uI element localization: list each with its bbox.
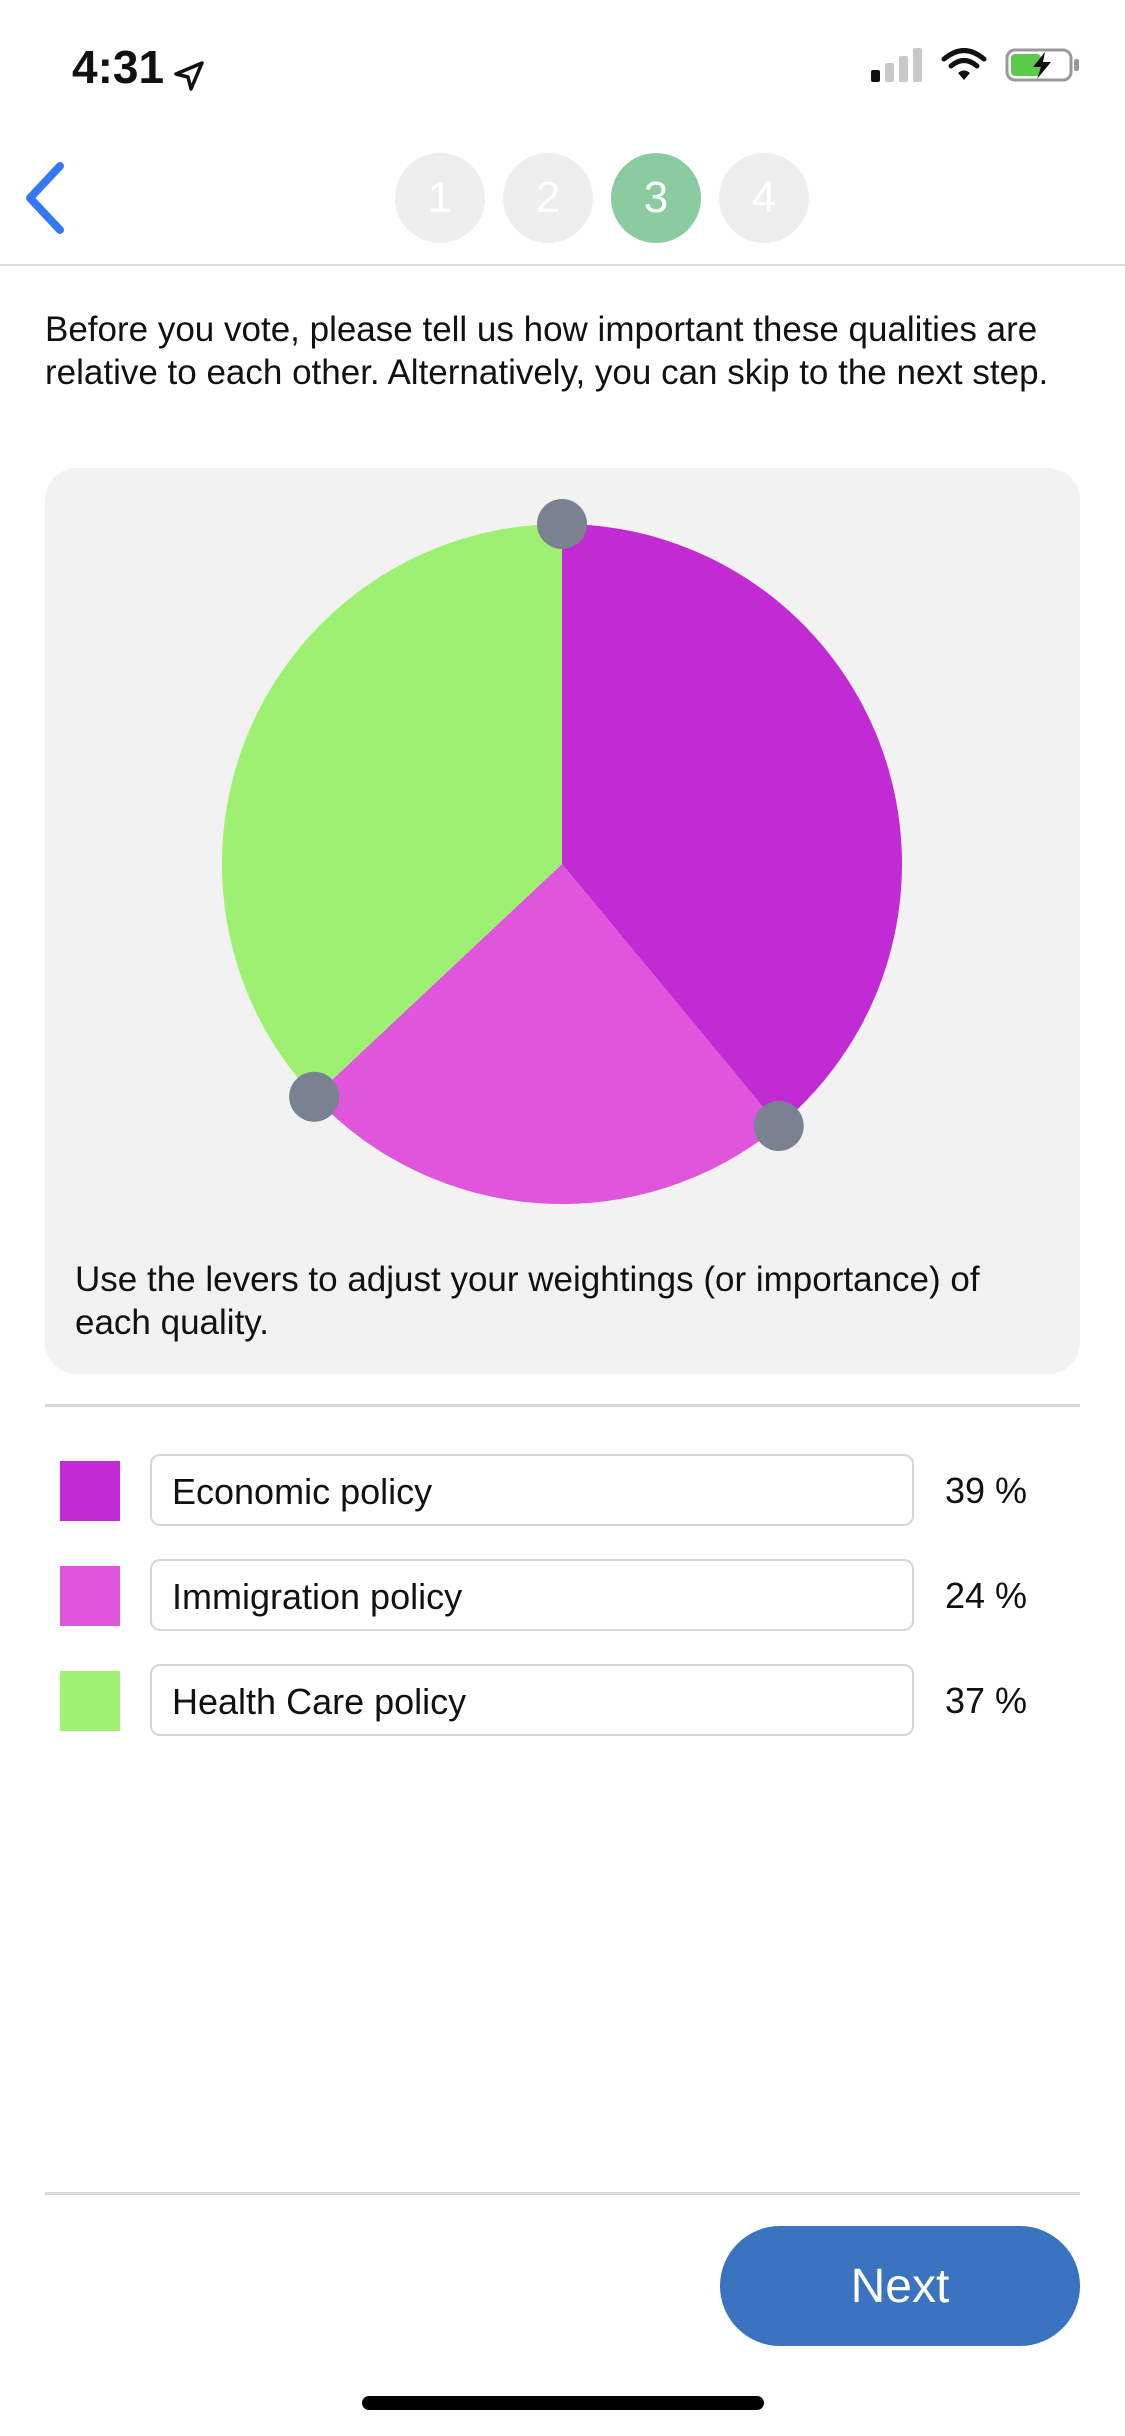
quality-row-health-care: Health Care policy 37 % [60,1664,1070,1738]
health-care-color-swatch [60,1671,120,1731]
pie-slice-economic-policy [562,524,903,1126]
step-2-label: 2 [535,173,561,222]
cellular-signal-icon [871,48,923,87]
back-button[interactable] [22,160,72,236]
pie-lever-handle-3[interactable] [289,1071,340,1122]
immigration-policy-field[interactable]: Immigration policy [150,1559,914,1631]
section-divider [45,1404,1080,1407]
health-care-policy-field[interactable]: Health Care policy [150,1664,914,1736]
intro-text: Before you vote, please tell us how impo… [45,310,1049,392]
footer-divider [45,2192,1080,2195]
immigration-percent: 24 % [945,1575,1028,1616]
status-time: 4:31 [72,40,206,94]
pie-slice-health-care-policy [222,524,562,1097]
pie-lever-handle-2[interactable] [753,1100,804,1151]
economic-policy-field[interactable]: Economic policy [150,1454,914,1526]
health-care-percent: 37 % [945,1680,1028,1721]
chevron-left-icon [26,162,64,234]
weighting-chart-card: Use the levers to adjust your weightings… [45,468,1080,1374]
chart-hint: Use the levers to adjust your weightings… [75,1260,980,1342]
quality-row-economic: Economic policy 39 % [60,1454,1070,1528]
status-icons [871,48,1081,87]
pie-slice-immigration-policy [314,864,779,1204]
quality-row-immigration: Immigration policy 24 % [60,1559,1070,1633]
step-1[interactable]: 1 [395,153,485,243]
step-4-label: 4 [751,173,777,222]
step-1-label: 1 [427,173,453,222]
economic-color-swatch [60,1461,120,1521]
economic-percent: 39 % [945,1470,1028,1511]
step-2[interactable]: 2 [503,153,593,243]
next-button-label: Next [850,2259,950,2313]
step-indicator: 1 2 3 4 [395,153,809,243]
immigration-color-swatch [60,1566,120,1626]
home-indicator [362,2396,764,2410]
pie-chart [222,499,903,1204]
next-button[interactable]: Next [720,2226,1080,2346]
step-3-label: 3 [643,173,669,222]
pie-lever-handle-1[interactable] [537,499,587,549]
battery-charging-icon [1005,48,1081,87]
wifi-icon [941,48,987,87]
step-4[interactable]: 4 [719,153,809,243]
step-3-active[interactable]: 3 [611,153,701,243]
status-time-text: 4:31 [72,41,165,93]
location-arrow-icon [172,50,206,91]
header-divider [0,264,1125,266]
